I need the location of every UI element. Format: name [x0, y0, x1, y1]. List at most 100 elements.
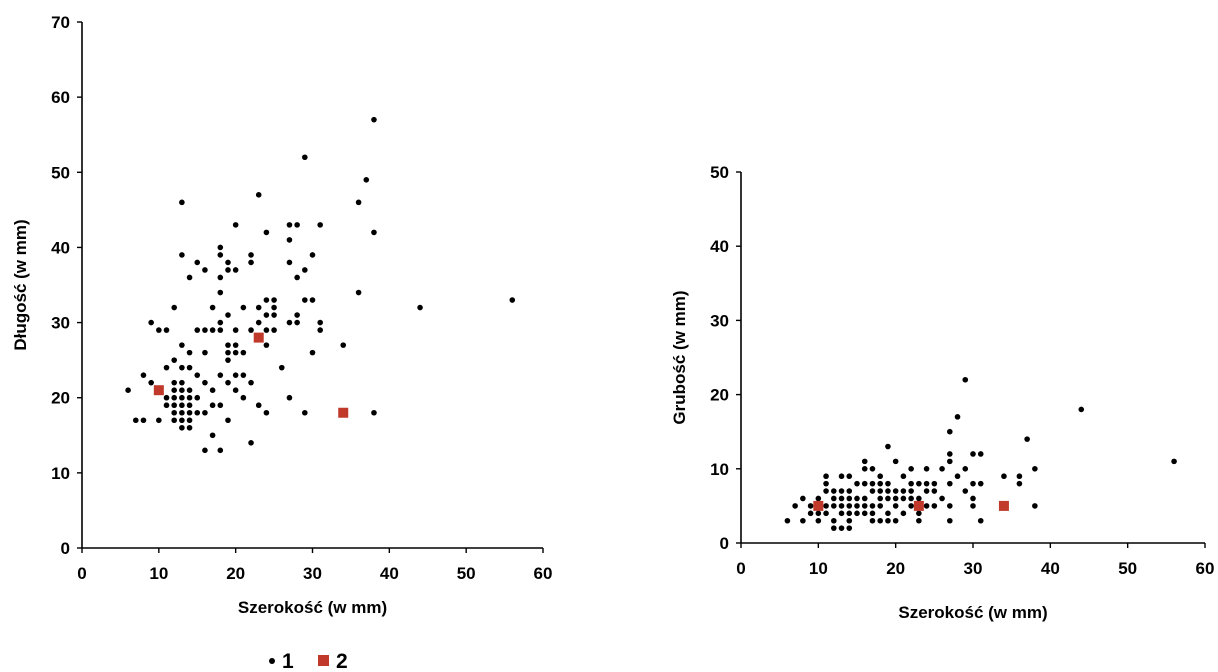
- x-tick-label: 20: [886, 559, 905, 578]
- scatter-point-series-1: [861, 503, 868, 509]
- scatter-point-series-1: [232, 267, 239, 273]
- scatter-point-series-1: [240, 304, 247, 311]
- scatter-point-series-1: [947, 458, 953, 465]
- scatter-point-series-1: [140, 372, 147, 378]
- scatter-point-series-1: [171, 409, 177, 416]
- scatter-point-series-1: [885, 517, 891, 524]
- scatter-point-series-1: [970, 480, 976, 487]
- x-tick-label: 50: [457, 564, 476, 583]
- scatter-point-series-1: [186, 394, 193, 401]
- scatter-point-series-1: [125, 387, 131, 394]
- scatter-point-series-1: [255, 192, 262, 198]
- scatter-point-series-1: [171, 402, 177, 409]
- scatter-point-series-1: [846, 525, 853, 531]
- scatter-point-series-1: [861, 458, 868, 465]
- scatter-point-series-1: [171, 417, 177, 424]
- scatter-point-series-1: [962, 488, 969, 494]
- scatter-point-series-1: [923, 488, 930, 494]
- scatter-point-series-1: [892, 458, 899, 465]
- scatter-point-series-1: [271, 327, 277, 333]
- y-tick-label: 0: [61, 539, 70, 558]
- y-tick-label: 10: [710, 460, 729, 479]
- scatter-point-series-1: [885, 488, 891, 494]
- chart-thickness-vs-width: 0 10 20 30 40 50 60 0 10 20 30 40 50 Szerokość (w mm)…: [670, 163, 1214, 622]
- y-tick-label: 50: [710, 163, 729, 182]
- scatter-point-series-1: [217, 274, 224, 281]
- scatter-point-series-1: [148, 379, 154, 386]
- scatter-point-series-1: [248, 259, 254, 266]
- scatter-point-series-1: [240, 349, 247, 356]
- scatter-point-series-1: [232, 222, 239, 228]
- y-tick-label: 50: [51, 163, 70, 182]
- y-tick-label: 40: [710, 237, 729, 256]
- scatter-point-series-1: [962, 466, 969, 472]
- scatter-point-series-1: [954, 414, 961, 420]
- scatter-point-series-1: [869, 503, 876, 509]
- scatter-point-series-1: [815, 517, 822, 524]
- scatter-point-series-1: [248, 327, 254, 333]
- scatter-point-series-1: [355, 289, 362, 296]
- scatter-point-series-1: [209, 432, 216, 439]
- scatter-point-series-1: [1001, 473, 1007, 480]
- y-tick-label: 40: [51, 238, 70, 257]
- scatter-point-series-1: [163, 327, 170, 333]
- scatter-point-series-1: [232, 342, 239, 348]
- scatter-point-series-1: [900, 488, 907, 494]
- scatter-point-series-1: [869, 510, 876, 517]
- scatter-point-series-1: [179, 424, 185, 431]
- scatter-point-series-1: [263, 297, 270, 303]
- scatter-point-series-1: [823, 480, 829, 487]
- scatter-point-series-1: [179, 379, 185, 386]
- x-axis-label: Szerokość (w mm): [898, 603, 1047, 622]
- scatter-point-series-1: [908, 480, 914, 487]
- scatter-point-series-1: [309, 252, 316, 258]
- scatter-point-series-1: [807, 503, 814, 509]
- scatter-point-series-1: [294, 319, 300, 326]
- scatter-point-series-1: [240, 372, 247, 378]
- scatter-point-series-1: [225, 342, 231, 348]
- scatter-point-series-1: [132, 417, 139, 424]
- scatter-point-series-1: [271, 304, 277, 311]
- scatter-point-series-1: [225, 417, 231, 424]
- legend-label-2: 2: [336, 650, 348, 672]
- scatter-point-series-2: [253, 332, 264, 343]
- scatter-point-series-1: [263, 312, 270, 318]
- scatter-point-series-1: [861, 466, 868, 472]
- scatter-point-series-1: [861, 510, 868, 517]
- scatter-point-series-1: [355, 199, 362, 206]
- x-tick-label: 20: [226, 564, 245, 583]
- scatter-point-series-1: [784, 517, 791, 524]
- scatter-point-series-1: [179, 394, 185, 401]
- scatter-point-series-1: [186, 424, 193, 431]
- scatter-point-series-1: [877, 495, 883, 502]
- legend-marker-2: [318, 655, 329, 666]
- scatter-point-series-1: [340, 342, 347, 348]
- scatter-point-series-1: [240, 394, 247, 401]
- scatter-point-series-1: [225, 259, 231, 266]
- x-tick-label: 30: [303, 564, 322, 583]
- scatter-point-series-1: [163, 394, 170, 401]
- scatter-point-series-1: [947, 451, 953, 457]
- scatter-point-series-1: [286, 222, 293, 228]
- scatter-point-series-1: [302, 154, 308, 161]
- scatter-point-series-1: [194, 409, 201, 416]
- scatter-point-series-1: [831, 488, 837, 494]
- scatter-point-series-1: [248, 379, 254, 386]
- scatter-point-series-1: [885, 495, 891, 502]
- scatter-point-series-1: [900, 473, 907, 480]
- scatter-point-series-1: [977, 517, 984, 524]
- scatter-point-series-1: [892, 503, 899, 509]
- scatter-point-series-1: [194, 259, 201, 266]
- scatter-point-series-1: [217, 289, 224, 296]
- scatter-point-series-1: [854, 503, 860, 509]
- scatter-point-series-1: [171, 394, 177, 401]
- scatter-point-series-1: [869, 488, 876, 494]
- scatter-point-series-1: [908, 466, 914, 472]
- scatter-point-series-1: [885, 443, 891, 450]
- y-axis-label: Długość (w mm): [11, 219, 30, 350]
- scatter-point-series-1: [861, 495, 868, 502]
- scatter-point-series-1: [970, 495, 976, 502]
- y-tick-label: 0: [720, 534, 729, 553]
- scatter-point-series-1: [846, 503, 853, 509]
- scatter-point-series-1: [807, 510, 814, 517]
